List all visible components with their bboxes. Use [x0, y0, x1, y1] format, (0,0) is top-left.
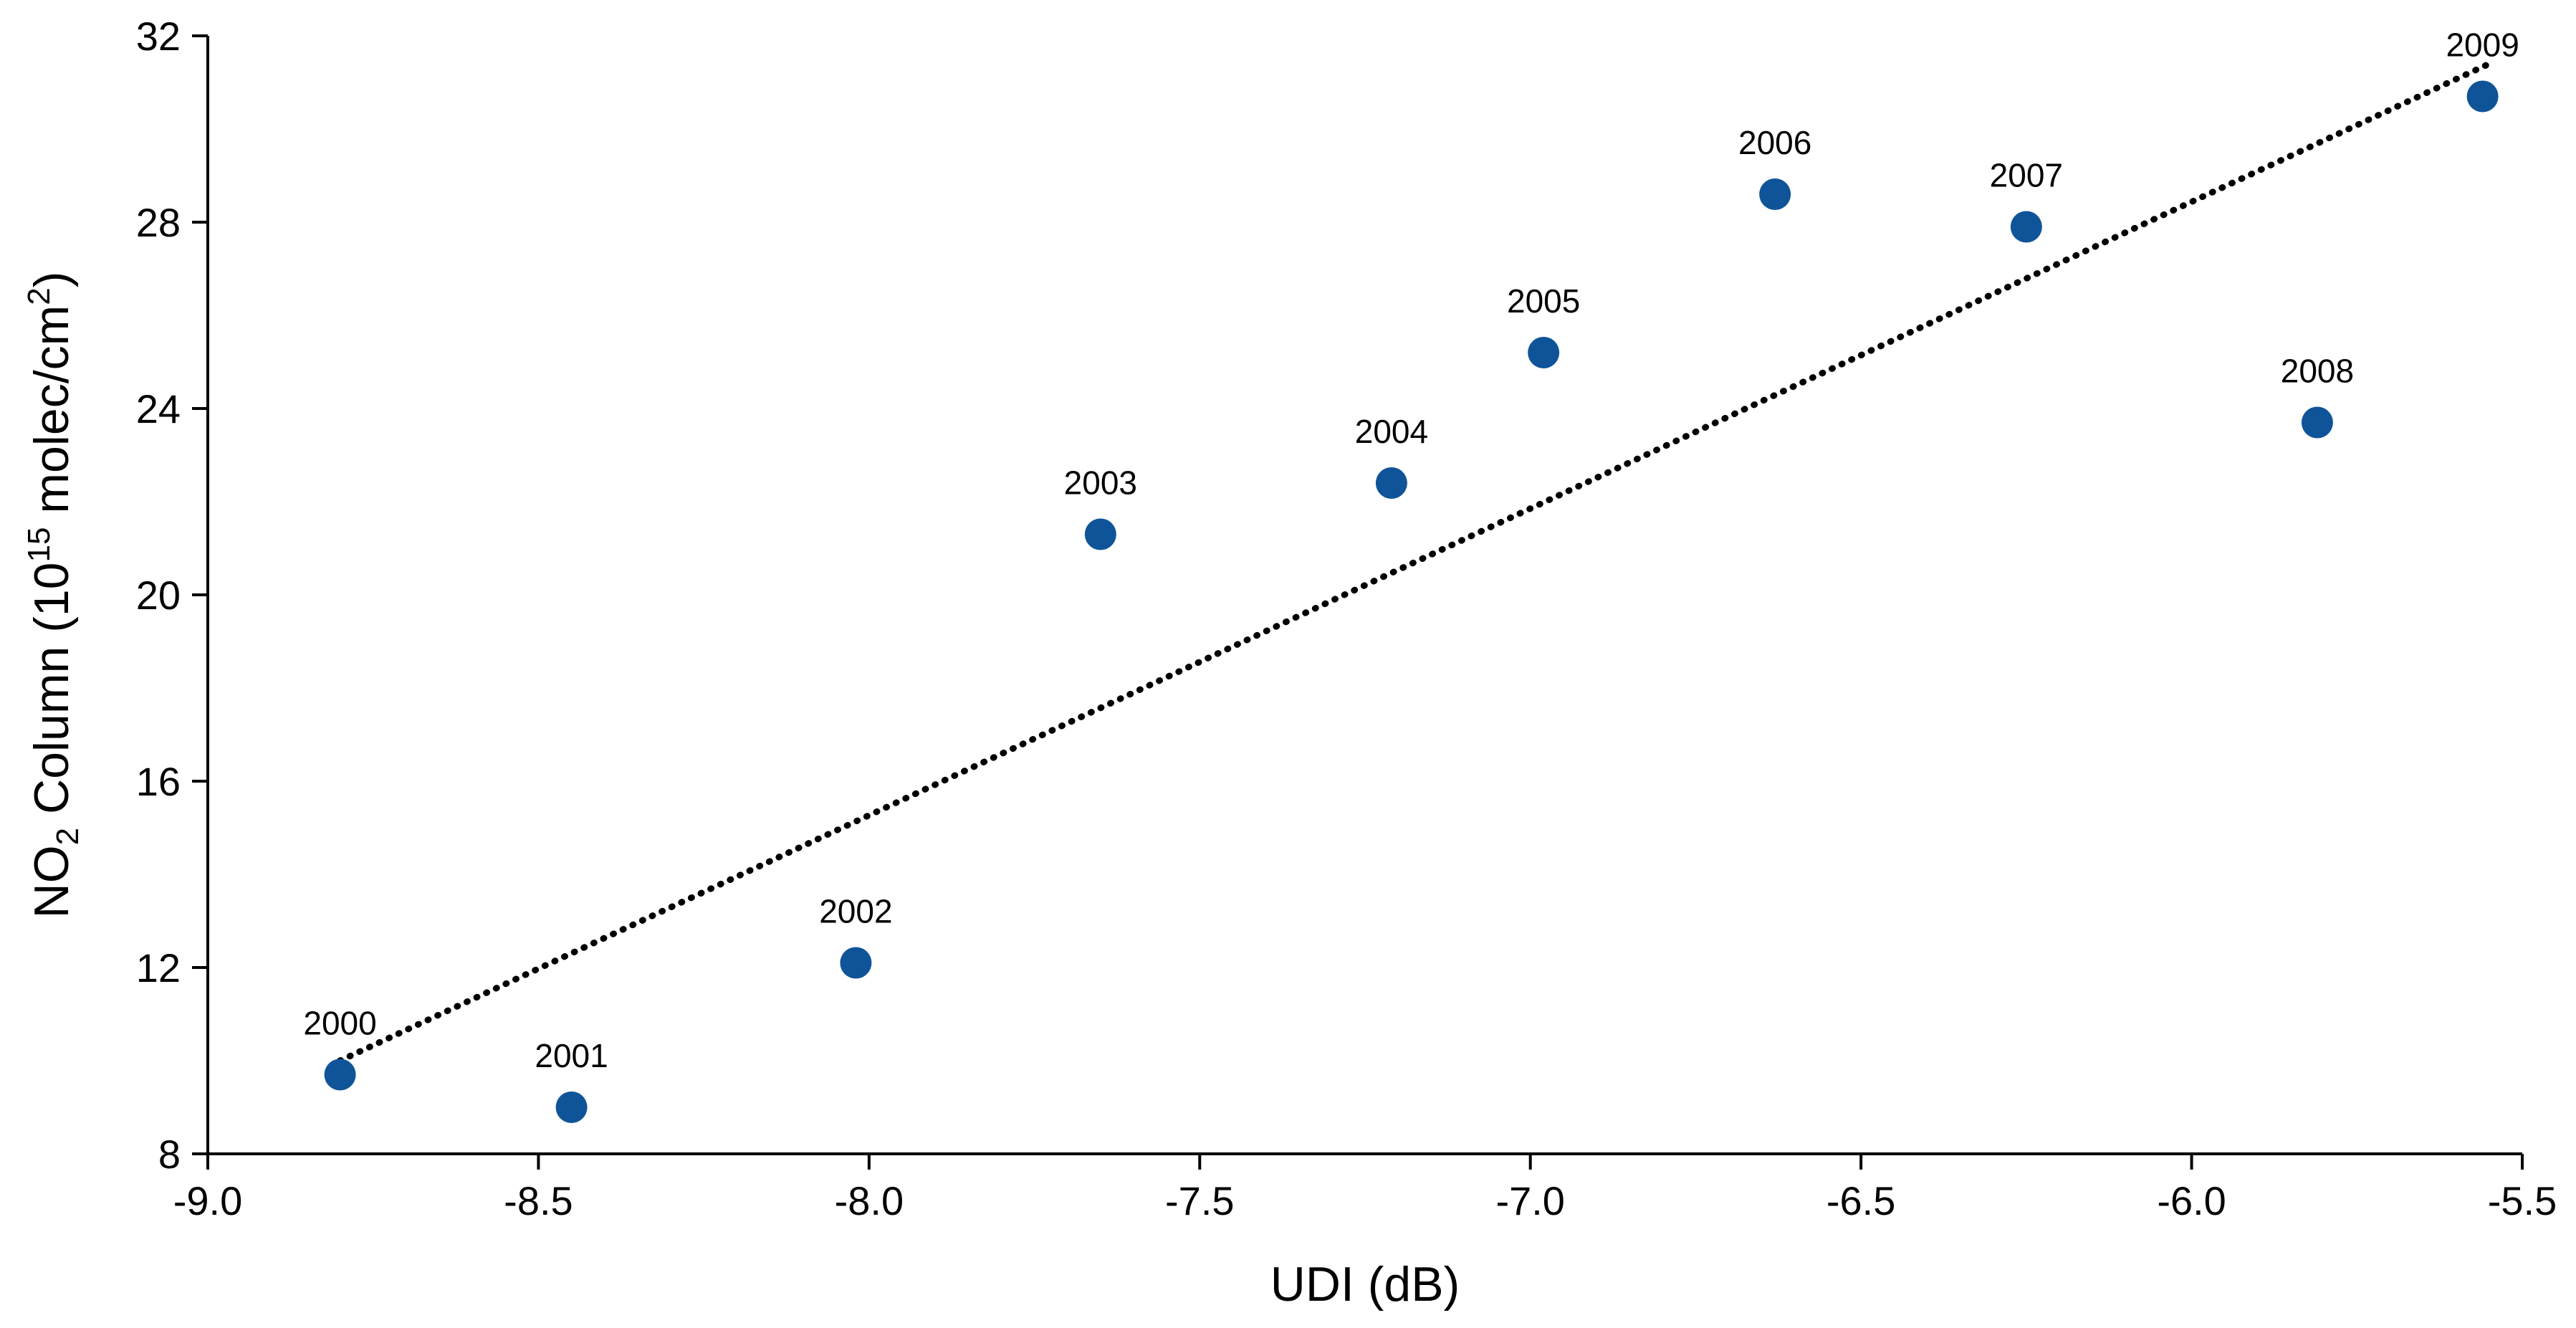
y-tick-label: 24 — [136, 386, 181, 431]
data-points — [324, 80, 2499, 1123]
y-tick-label: 20 — [136, 573, 181, 618]
point-label-2001: 2001 — [535, 1037, 608, 1074]
x-tick-label: -8.0 — [835, 1178, 904, 1223]
data-point-2007 — [2010, 211, 2042, 243]
data-point-2009 — [2466, 80, 2499, 113]
point-label-2007: 2007 — [1990, 157, 2063, 194]
y-axis-title-superscript: 15 — [21, 527, 57, 563]
point-label-2009: 2009 — [2446, 27, 2519, 64]
x-tick-label: -8.5 — [504, 1178, 573, 1223]
point-label-2003: 2003 — [1064, 464, 1137, 502]
y-axis-title-middle: Column (10 — [24, 563, 79, 828]
data-point-2000 — [324, 1059, 356, 1091]
axes: 8 12 16 20 24 28 32 -9.0 -8.5 -8.0 -7.5 -7.0 -6.5 -6.… — [136, 14, 2557, 1223]
data-point-2003 — [1084, 518, 1116, 550]
data-point-2001 — [555, 1091, 588, 1123]
y-tick-label: 12 — [136, 945, 181, 990]
x-tick-label: -6.0 — [2157, 1178, 2226, 1223]
y-tick-label: 28 — [136, 200, 181, 245]
y-tick-label: 8 — [158, 1132, 181, 1177]
point-label-2005: 2005 — [1507, 282, 1580, 320]
data-point-2006 — [1759, 178, 1791, 210]
y-axis-title-unit: molec/cm — [24, 305, 79, 527]
trendline — [337, 60, 2493, 1064]
point-label-2008: 2008 — [2281, 353, 2354, 390]
data-point-2004 — [1375, 467, 1407, 499]
point-label-2004: 2004 — [1355, 413, 1428, 450]
data-point-2005 — [1528, 337, 1560, 368]
point-label-2002: 2002 — [819, 893, 892, 930]
x-tick-label: -7.5 — [1165, 1178, 1235, 1223]
x-tick-label: -5.5 — [2488, 1178, 2557, 1223]
y-axis-title-base: NO — [24, 845, 79, 918]
point-label-2006: 2006 — [1738, 124, 1811, 161]
point-labels: 2000 2001 2002 2003 2004 2005 2006 2007 2008 2009 — [303, 27, 2519, 1075]
trendline-group — [337, 60, 2493, 1064]
y-axis-title-unit-superscript: 2 — [21, 287, 57, 305]
x-tick-label: -7.0 — [1495, 1178, 1565, 1223]
y-tick-label: 32 — [136, 14, 181, 59]
data-point-2008 — [2301, 406, 2333, 439]
point-label-2000: 2000 — [303, 1005, 376, 1042]
y-axis-title-close: ) — [24, 272, 79, 288]
y-tick-label: 16 — [136, 759, 181, 804]
y-axis-title: NO2 Column (1015 molec/cm2) — [21, 272, 85, 919]
x-tick-label: -6.5 — [1826, 1178, 1896, 1223]
data-point-2002 — [840, 947, 872, 979]
x-axis-title: UDI (dB) — [1270, 1257, 1460, 1312]
x-tick-label: -9.0 — [173, 1178, 243, 1223]
y-axis-title-subscript: 2 — [50, 828, 85, 845]
